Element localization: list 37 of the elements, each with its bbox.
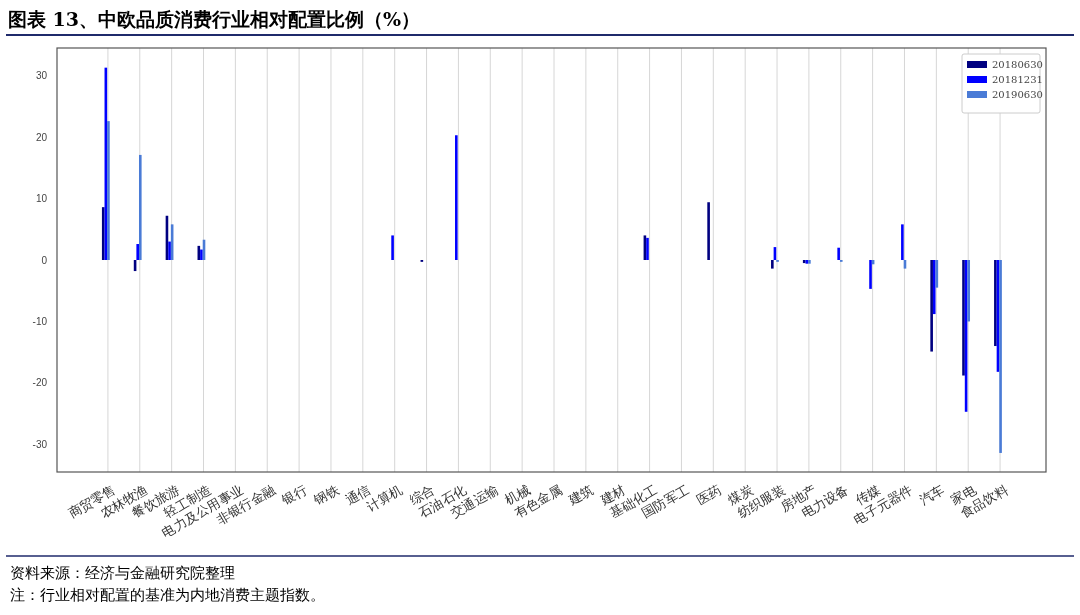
bar	[168, 241, 171, 260]
bar	[707, 202, 710, 260]
x-tick-label: 银行	[278, 481, 310, 509]
bar	[138, 154, 142, 260]
text: 资料来源：经济与金融研究院整理	[10, 564, 235, 582]
y-tick-label: 20	[35, 131, 48, 143]
bar	[391, 235, 394, 260]
bar	[837, 247, 840, 260]
legend-label: 20180630	[992, 59, 1043, 70]
bar	[994, 260, 997, 347]
bar	[107, 121, 110, 260]
bar	[771, 260, 774, 269]
y-tick-label: 0	[41, 254, 48, 266]
bar	[136, 244, 139, 260]
y-tick-label: 10	[35, 193, 48, 205]
chart-title: 图表 13、中欧品质消费行业相对配置比例（%）	[8, 8, 421, 30]
text: 注：行业相对配置的基准为内地消费主题指数。	[10, 586, 325, 604]
y-tick-label: -30	[32, 438, 48, 450]
bar	[932, 260, 936, 315]
bar	[901, 224, 904, 260]
y-tick-label: -20	[32, 377, 48, 389]
legend-label: 20190630	[992, 89, 1043, 100]
bar	[962, 260, 965, 376]
x-tick-label: 建筑	[565, 481, 597, 509]
bar	[200, 249, 203, 260]
x-tick-label: 医药	[693, 481, 724, 508]
bar	[967, 260, 971, 322]
bar	[869, 260, 872, 289]
x-tick-label: 汽车	[916, 481, 947, 508]
bar	[930, 260, 933, 352]
bar	[101, 207, 105, 260]
bar	[455, 135, 458, 260]
y-tick-label: 30	[35, 70, 48, 82]
y-tick-label: -10	[32, 315, 48, 327]
legend-label: 20181231	[992, 74, 1043, 85]
bar	[999, 260, 1002, 453]
x-tick-label: 钢铁	[310, 481, 342, 509]
